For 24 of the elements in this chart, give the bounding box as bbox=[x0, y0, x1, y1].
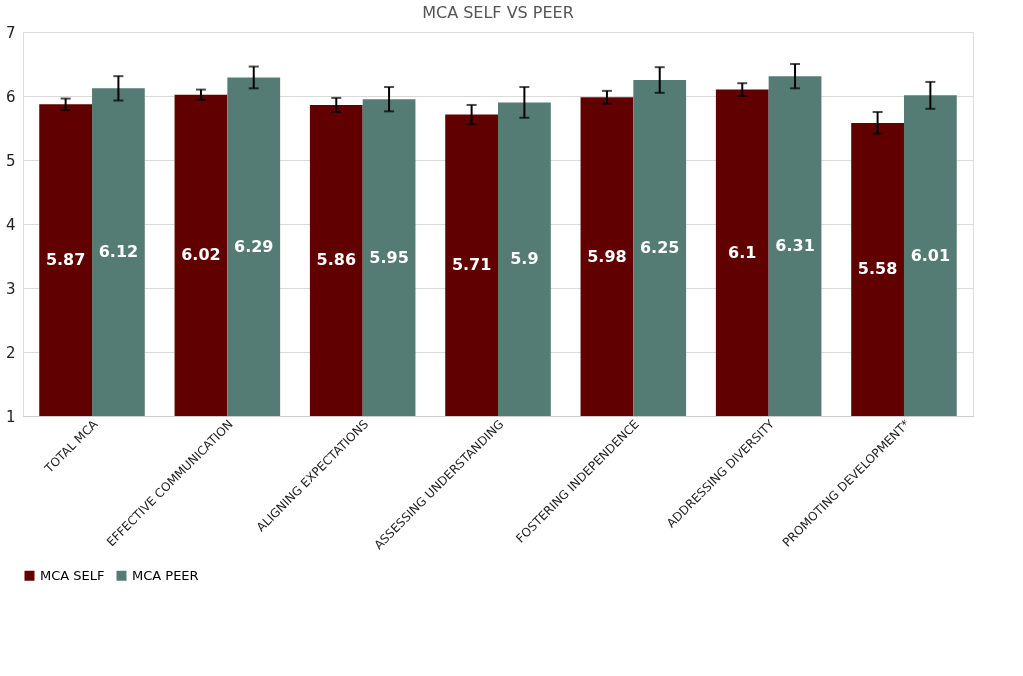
y-tick-label: 6 bbox=[5, 87, 16, 106]
data-label: 6.12 bbox=[98, 242, 139, 262]
y-tick-label: 3 bbox=[5, 279, 16, 298]
y-tick-label: 1 bbox=[5, 407, 16, 426]
y-tick-label: 7 bbox=[5, 23, 16, 42]
data-label: 6.02 bbox=[181, 245, 221, 265]
data-label: 5.86 bbox=[316, 250, 357, 270]
data-label: 5.71 bbox=[451, 255, 492, 275]
data-label: 6.1 bbox=[728, 242, 757, 262]
y-tick-label: 2 bbox=[5, 343, 16, 362]
data-label: 6.25 bbox=[639, 238, 680, 257]
data-label: 6.31 bbox=[775, 236, 815, 256]
data-label: 5.58 bbox=[857, 259, 898, 279]
chart-title: MCA SELF VS PEER bbox=[422, 3, 574, 22]
data-label: 5.9 bbox=[510, 249, 539, 269]
data-label: 6.29 bbox=[233, 236, 274, 256]
y-tick-label: 5 bbox=[5, 151, 16, 170]
legend-label: MCA SELF bbox=[40, 567, 105, 583]
data-label: 5.95 bbox=[369, 247, 409, 267]
data-label: 6.01 bbox=[910, 245, 951, 265]
legend-label: MCA PEER bbox=[132, 567, 199, 583]
data-label: 5.87 bbox=[45, 250, 86, 270]
data-label: 5.98 bbox=[587, 246, 627, 266]
y-tick-label: 4 bbox=[5, 215, 16, 234]
